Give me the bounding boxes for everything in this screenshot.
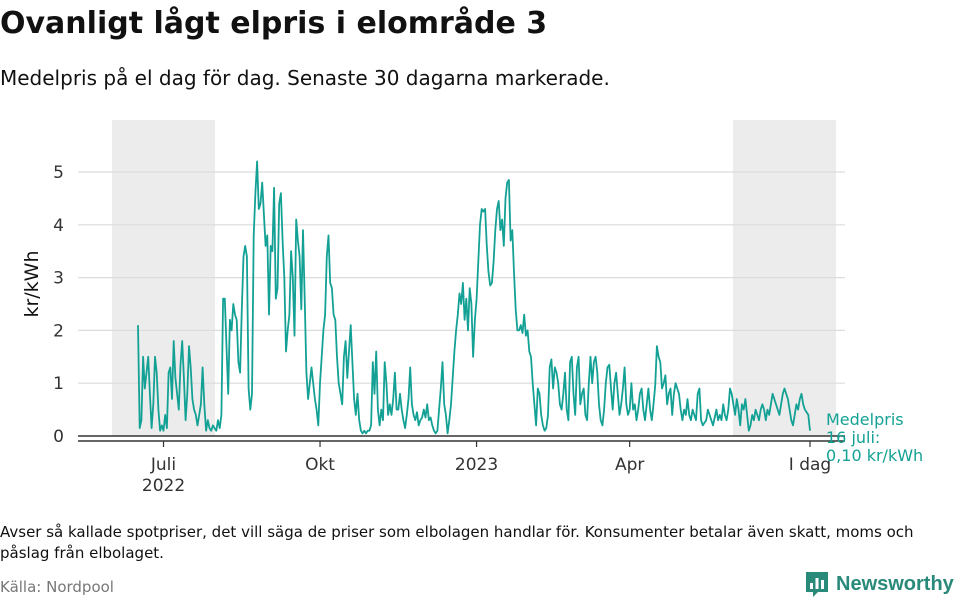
x-tick-label-1: Juli <box>150 455 176 475</box>
annotation-line-1: Medelpris <box>826 410 904 429</box>
series-line-1 <box>137 160 811 435</box>
brand-name: Newsworthy <box>836 572 954 595</box>
footnote: Avser så kallade spotpriser, det vill sä… <box>0 523 914 562</box>
annotation-line-2: 16 juli: <box>826 428 880 447</box>
x-tick-sublabel-1: 2022 <box>142 476 185 496</box>
x-tick-label-2: Okt <box>305 455 335 475</box>
x-tick-label-3: 2023 <box>455 455 498 475</box>
chart-title: Ovanligt lågt elpris i elområde 3 <box>0 6 548 41</box>
y-tick-label-3: 3 <box>53 269 64 289</box>
x-tick-label-5: I dag <box>789 455 831 475</box>
newsworthy-logo-icon <box>806 572 828 597</box>
source-credit: Källa: Nordpool <box>0 578 114 596</box>
y-tick-label-4: 4 <box>53 216 64 236</box>
x-tick-label-4: Apr <box>615 455 644 475</box>
y-tick-label-0: 0 <box>53 427 64 447</box>
brand-logo[interactable]: Newsworthy <box>804 568 954 600</box>
y-tick-label-1: 1 <box>53 374 64 394</box>
y-axis-label: kr/kWh <box>21 250 43 317</box>
y-tick-label-5: 5 <box>53 163 64 183</box>
y-tick-label-2: 2 <box>53 321 64 341</box>
annotation-line-3: 0,10 kr/kWh <box>826 446 923 465</box>
chart-subtitle: Medelpris på el dag för dag. Senaste 30 … <box>0 66 610 90</box>
